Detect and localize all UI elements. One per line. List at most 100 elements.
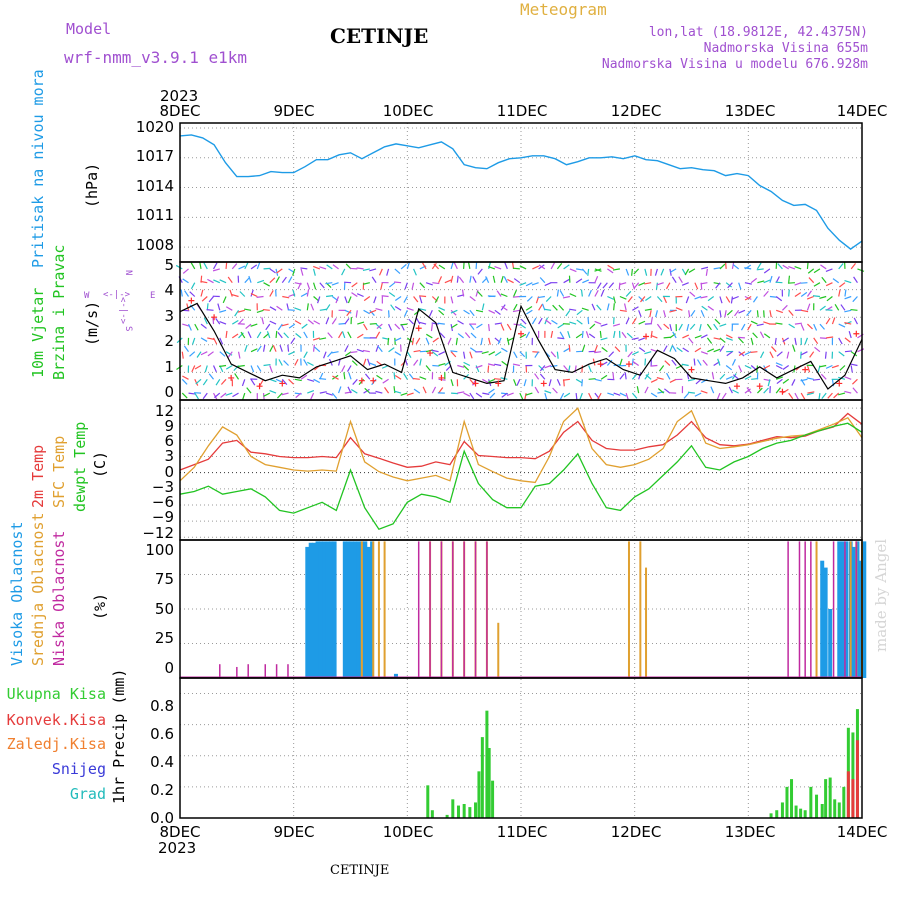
- wind-arrow: [531, 282, 539, 286]
- wind-arrow: [760, 351, 765, 359]
- cloud-label-1: Visoka Oblacnost: [8, 522, 26, 667]
- wind-arrow: [698, 323, 702, 332]
- wind-arrow: [244, 277, 250, 284]
- cloud-low-bar: [798, 541, 801, 678]
- wind-arrow: [681, 282, 689, 286]
- wind-arrow: [794, 392, 799, 400]
- wind-arrow: [619, 358, 623, 366]
- wind-arrow: [438, 309, 445, 316]
- wind-arrow: [469, 351, 473, 359]
- cloud-mid-bar: [627, 541, 630, 678]
- compass-west: W: [84, 291, 90, 301]
- cloud-low-bar: [219, 664, 221, 678]
- wind-arrow: [686, 323, 690, 332]
- wind-arrow: [403, 373, 408, 380]
- wind-arrow: [319, 266, 327, 270]
- wind-arrow: [237, 351, 241, 359]
- wind-arrow: [588, 378, 596, 380]
- wind-arrow: [569, 293, 577, 298]
- wind-arrow: [312, 344, 315, 352]
- wind-arrow: [763, 321, 771, 325]
- wind-arrow: [450, 309, 458, 314]
- wind-arrow: [853, 317, 858, 325]
- wind-arrow: [400, 392, 408, 396]
- wind-arrow: [422, 262, 427, 270]
- wind-arrow: [277, 323, 283, 331]
- wind-arrow: [183, 345, 190, 353]
- wind-arrow: [649, 310, 652, 318]
- wind-arrow: [580, 289, 583, 297]
- wind-tick-0: 5: [164, 256, 174, 274]
- pressure-line: [179, 134, 863, 250]
- wind-arrow: [576, 319, 583, 325]
- cloud-low-bar: [463, 541, 465, 678]
- wind-arrow: [206, 309, 214, 311]
- wind-arrow: [400, 323, 408, 326]
- wind-arrow: [326, 264, 333, 270]
- wind-arrow: [838, 263, 844, 270]
- wind-arrow: [477, 268, 483, 275]
- wind-arrow: [844, 280, 852, 284]
- wind-arrow: [306, 303, 309, 311]
- wind-arrow: [212, 317, 215, 325]
- wind-arrow: [269, 365, 273, 373]
- wind-arrow: [715, 282, 721, 289]
- wind-arrow: [457, 333, 464, 339]
- wind-arrow: [728, 386, 733, 394]
- wind-arrow: [312, 268, 316, 276]
- wind-arrow: [774, 337, 777, 345]
- wind-arrow: [619, 282, 627, 286]
- wind-arrow: [759, 331, 765, 339]
- wind-arrow: [475, 309, 484, 313]
- credit: made by Angel: [872, 539, 890, 652]
- wind-arrow: [194, 364, 202, 370]
- wind-arrow: [792, 344, 796, 352]
- wind-arrow: [300, 374, 308, 380]
- wind-arrow: [337, 386, 342, 394]
- wind-arrow: [190, 262, 196, 270]
- wind-arrow: [804, 337, 808, 345]
- wind-arrow: [525, 282, 533, 287]
- wind-arrow: [788, 323, 795, 329]
- wind-arrow: [231, 293, 239, 298]
- wind-arrow: [800, 351, 808, 356]
- wind-arrow: [187, 323, 192, 331]
- wind-arrow: [199, 261, 202, 270]
- wind-arrow: [631, 268, 633, 276]
- cloud-high-bar: [820, 560, 825, 678]
- cloud-low-bar: [429, 541, 431, 678]
- wind-arrow: [355, 310, 358, 318]
- wind-arrow: [613, 296, 616, 304]
- wind-arrow: [241, 379, 246, 387]
- wind-arrow: [428, 310, 433, 317]
- wind-arrow: [769, 351, 774, 359]
- wind-arrow: [538, 264, 546, 270]
- wind-arrow: [721, 392, 727, 400]
- wind-arrow: [562, 295, 571, 299]
- wind-arrow: [203, 317, 208, 325]
- wind-arrow: [600, 337, 608, 341]
- cloud-low-bar: [844, 541, 846, 678]
- wind-arrow: [288, 351, 296, 356]
- wind-arrow: [463, 392, 471, 397]
- wind-arrow: [388, 323, 393, 331]
- wind-arrow: [327, 332, 333, 339]
- wind-arrow: [431, 349, 439, 353]
- wind-arrow: [263, 267, 271, 270]
- wind-tick-4: 1: [164, 358, 174, 376]
- gust-marker: [802, 366, 809, 373]
- wind-arrow: [669, 378, 677, 383]
- cloud-mid-bar: [815, 541, 818, 678]
- wind-arrow: [301, 323, 308, 329]
- wind-arrow: [750, 277, 758, 284]
- cloud-label-2: Srednja Oblacnost: [29, 512, 47, 666]
- wind-arrow: [200, 289, 204, 297]
- wind-arrow: [281, 378, 288, 386]
- wind-arrow: [682, 347, 689, 353]
- wind-arrow: [369, 268, 377, 272]
- wind-arrow: [819, 323, 825, 330]
- wind-arrow: [756, 310, 759, 318]
- frame-layer: [179, 122, 863, 819]
- wind-arrow: [180, 289, 183, 297]
- wind-arrow: [453, 262, 458, 270]
